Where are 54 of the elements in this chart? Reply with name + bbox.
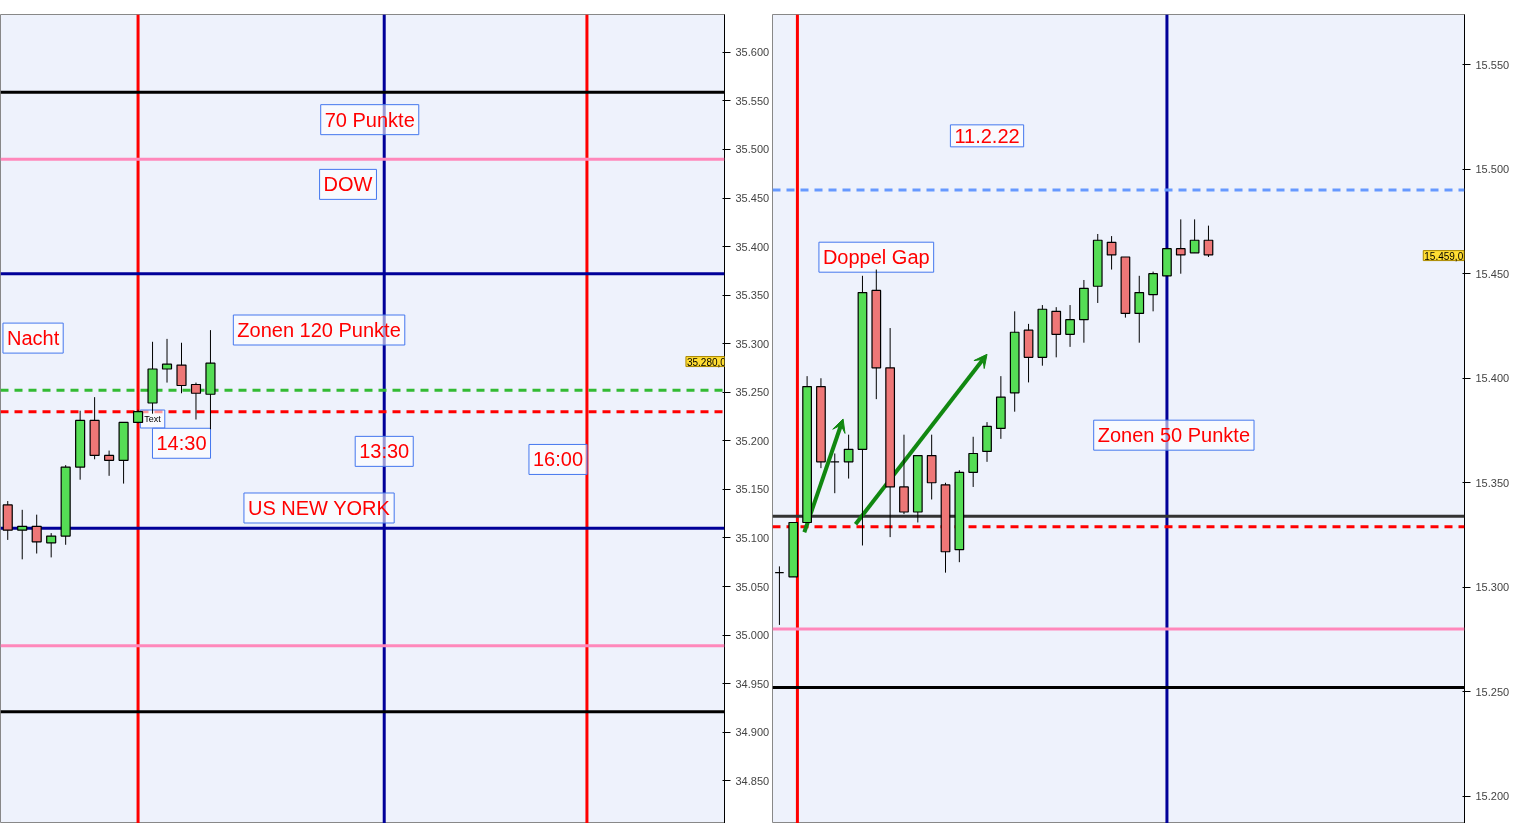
y-tick-label: 35.000 <box>735 629 770 642</box>
y-tick-label: 15.550 <box>1475 58 1510 71</box>
candlestick <box>1134 275 1145 344</box>
y-tick-label: 34.950 <box>735 677 770 690</box>
y-tick-label: 35.100 <box>735 531 770 544</box>
annotation: Text <box>144 414 162 424</box>
y-tick-label: 35.550 <box>735 94 770 107</box>
y-tick-label: 34.850 <box>735 774 770 787</box>
candlestick <box>1106 235 1117 271</box>
y-tick-label: 15.200 <box>1475 790 1510 803</box>
annotation: 70 Punkte <box>324 108 415 131</box>
candlestick <box>190 382 202 420</box>
annotation: DOW <box>323 173 373 196</box>
y-tick-label: 35.350 <box>735 289 770 302</box>
y-tick-label: 35.450 <box>735 192 770 205</box>
y-tick-label: 15.250 <box>1475 685 1510 698</box>
y-tick-label: 35.250 <box>735 386 770 399</box>
candlestick <box>1051 306 1062 358</box>
candlestick <box>1148 271 1158 312</box>
candlestick <box>1203 225 1214 258</box>
y-tick-label: 15.500 <box>1475 163 1510 176</box>
y-tick-label: 35.400 <box>735 240 770 253</box>
annotation: Doppel Gap <box>822 246 930 269</box>
y-tick-label: 35.500 <box>735 143 770 156</box>
candlestick <box>161 338 173 384</box>
y-tick-label: 35.300 <box>735 337 770 350</box>
y-tick-label: 15.350 <box>1475 476 1510 489</box>
annotation: Nacht <box>6 327 60 350</box>
candlestick <box>104 450 115 477</box>
annotation: 16:00 <box>532 448 584 471</box>
y-tick-label: 35.050 <box>735 580 770 593</box>
y-tick-label: 15.400 <box>1475 372 1510 385</box>
annotation: Zonen 50 Punkte <box>1097 424 1251 447</box>
candlestick <box>968 436 979 488</box>
annotation: 13:30 <box>359 440 410 463</box>
y-tick-label: 15.450 <box>1475 267 1510 280</box>
annotation: US NEW YORK <box>247 496 391 519</box>
y-tick-label: 34.900 <box>735 726 770 739</box>
candlestick <box>31 514 42 555</box>
candlestick <box>1175 218 1186 275</box>
candlestick <box>1065 304 1075 348</box>
y-tick-label: 15.300 <box>1475 581 1510 594</box>
annotation: Zonen 120 Punkte <box>237 319 401 342</box>
annotation: 11.2.22 <box>954 124 1020 147</box>
y-tick-label: 35.200 <box>735 434 770 447</box>
candlestick <box>17 509 28 560</box>
candlestick <box>176 342 187 394</box>
y-tick-label: 35.600 <box>735 46 770 59</box>
annotation: 14:30 <box>156 432 207 455</box>
candlestick <box>46 532 57 558</box>
annotation: 15.459,0 <box>1424 250 1464 262</box>
candlestick <box>843 434 854 480</box>
y-tick-label: 35.150 <box>735 483 770 496</box>
candlestick <box>1189 218 1200 254</box>
